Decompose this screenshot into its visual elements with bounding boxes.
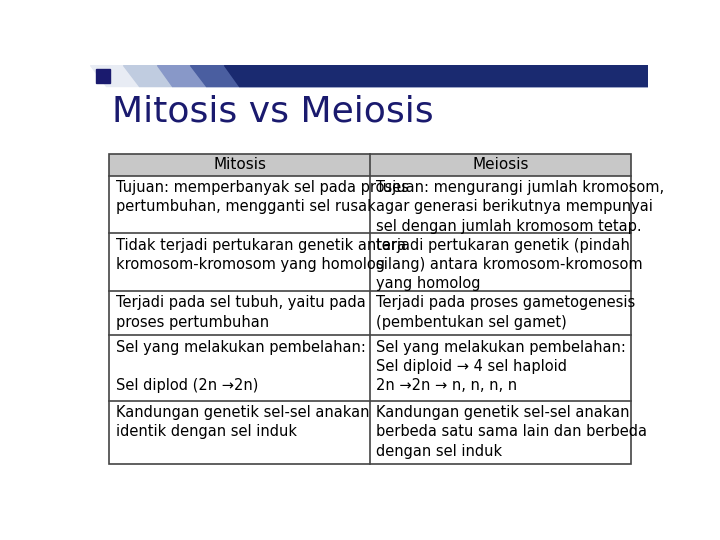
Text: Kandungan genetik sel-sel anakan
berbeda satu sama lain dan berbeda
dengan sel i: Kandungan genetik sel-sel anakan berbeda…: [377, 406, 647, 458]
Bar: [109, 154, 631, 464]
Text: Sel yang melakukan pembelahan:
Sel diploid → 4 sel haploid
2n →2n → n, n, n, n: Sel yang melakukan pembelahan: Sel diplo…: [377, 340, 626, 394]
Text: Mitosis vs Meiosis: Mitosis vs Meiosis: [112, 94, 433, 128]
Text: Mitosis: Mitosis: [213, 157, 266, 172]
Bar: [96, 69, 110, 83]
Text: Terjadi pada sel tubuh, yaitu pada
proses pertumbuhan: Terjadi pada sel tubuh, yaitu pada prose…: [116, 295, 365, 329]
Text: terjadi pertukaran genetik (pindah
silang) antara kromosom-kromosom
yang homolog: terjadi pertukaran genetik (pindah silan…: [377, 238, 643, 291]
Polygon shape: [124, 65, 648, 86]
Text: Terjadi pada proses gametogenesis
(pembentukan sel gamet): Terjadi pada proses gametogenesis (pembe…: [377, 295, 636, 329]
Text: Meiosis: Meiosis: [472, 157, 528, 172]
Polygon shape: [157, 65, 648, 86]
Polygon shape: [90, 65, 648, 86]
Text: Kandungan genetik sel-sel anakan
identik dengan sel induk: Kandungan genetik sel-sel anakan identik…: [116, 406, 369, 440]
Text: Tujuan: mengurangi jumlah kromosom,
agar generasi berikutnya mempunyai
sel denga: Tujuan: mengurangi jumlah kromosom, agar…: [377, 180, 665, 234]
Text: Tidak terjadi pertukaran genetik antara
kromosom-kromosom yang homolog: Tidak terjadi pertukaran genetik antara …: [116, 238, 405, 272]
Text: Tujuan: memperbanyak sel pada proses
pertumbuhan, mengganti sel rusak: Tujuan: memperbanyak sel pada proses per…: [116, 180, 408, 214]
Polygon shape: [224, 65, 648, 86]
Polygon shape: [190, 65, 648, 86]
Text: Sel yang melakukan pembelahan:

Sel diplod (2n →2n): Sel yang melakukan pembelahan: Sel diplo…: [116, 340, 366, 394]
Bar: [109, 154, 631, 176]
